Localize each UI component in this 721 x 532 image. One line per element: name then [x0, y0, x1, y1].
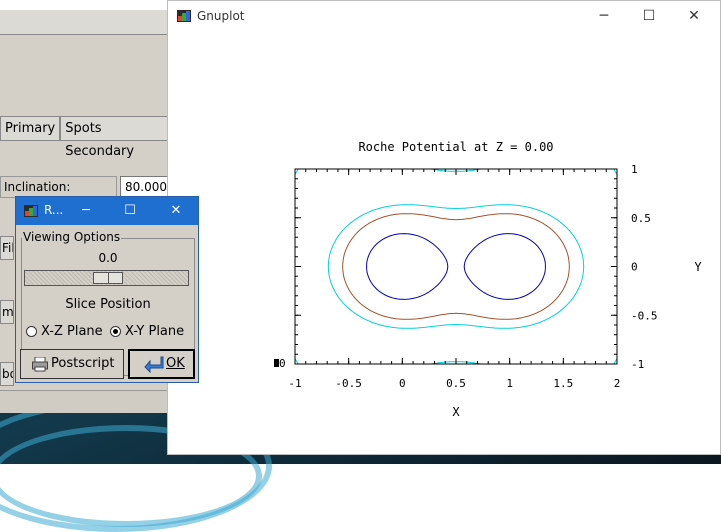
contour-figure-eight: [342, 213, 570, 320]
background-app-band: [0, 10, 168, 35]
dialog-maximize-button[interactable]: ☐: [124, 203, 136, 218]
y-tick-label: 1: [631, 163, 638, 176]
slider-handle[interactable]: [93, 272, 123, 284]
gnuplot-window: Gnuplot ─ ☐ ✕ Roche Potential at Z = 0.0…: [167, 0, 721, 455]
cut-button[interactable]: bo: [0, 362, 14, 386]
tab-spots-secondary[interactable]: Spots Secondary: [60, 116, 168, 159]
background-tabs: Primary Spots Secondary: [0, 116, 168, 159]
viewing-options-label: Viewing Options: [22, 230, 122, 244]
return-arrow-icon: [144, 356, 164, 373]
contour-inner-lobe: [366, 233, 546, 300]
printer-icon: [32, 357, 48, 372]
inclination-label: Inclination:: [4, 180, 71, 194]
gnuplot-title: Gnuplot: [197, 9, 245, 23]
x-tick-label: 1: [506, 377, 513, 390]
dialog-app-icon: [24, 205, 38, 217]
roche-plot: Roche Potential at Z = 0.00 -1 -0.5 0 0.5 1 1…: [274, 140, 702, 419]
zero-label: 0: [279, 357, 286, 370]
x-tick-label: -1: [288, 377, 301, 390]
maximize-button[interactable]: ☐: [642, 8, 656, 24]
radio-xy-circle[interactable]: [110, 326, 121, 337]
cut-button[interactable]: mp: [0, 300, 14, 324]
contour-outermost-cyan: [430, 169, 482, 364]
radio-xz-label: X-Z Plane: [41, 324, 103, 339]
roche-dialog: R... ─ ☐ ✕ Viewing Options 0.0 Slice Pos…: [15, 196, 199, 383]
plot-border: [294, 168, 618, 365]
divider: [0, 140, 168, 141]
fill-button[interactable]: Fill: [0, 236, 14, 260]
close-button[interactable]: ✕: [688, 8, 700, 24]
y-tick-label: 0.5: [631, 212, 651, 225]
x-tick-label: 1.5: [553, 377, 573, 390]
plot-title: Roche Potential at Z = 0.00: [358, 140, 553, 154]
ok-label: OK: [166, 356, 185, 371]
x-tick-labels: -1 -0.5 0 0.5 1 1.5 2: [288, 377, 620, 390]
radio-xy-label: X-Y Plane: [125, 324, 185, 339]
x-tick-label: 0.5: [446, 377, 466, 390]
plot-ticks: [294, 168, 618, 365]
zero-marker: [274, 359, 279, 367]
y-axis-label: Y: [694, 260, 702, 274]
slice-position-label: Slice Position: [65, 297, 151, 312]
gnuplot-app-icon: [177, 10, 191, 22]
radio-xz-circle[interactable]: [26, 326, 37, 337]
y-tick-label: -0.5: [631, 309, 658, 322]
y-tick-labels: 1 0.5 0 -0.5 -1: [631, 163, 658, 371]
contour-outer: [295, 169, 617, 364]
background-app-footer: [0, 390, 168, 413]
plot-curves: [295, 169, 617, 364]
dialog-title: R...: [44, 203, 64, 217]
y-tick-label: -1: [631, 358, 644, 371]
x-tick-label: -0.5: [335, 377, 362, 390]
inclination-input[interactable]: 80.000: [120, 176, 168, 198]
minimize-button[interactable]: ─: [599, 8, 609, 24]
background-app-topbar: [0, 0, 168, 10]
slider-value: 0.0: [98, 251, 118, 265]
ok-button[interactable]: OK: [128, 349, 195, 379]
postscript-label: Postscript: [51, 356, 115, 371]
dialog-minimize-button[interactable]: ─: [82, 203, 90, 218]
x-axis-label: X: [452, 405, 460, 419]
x-tick-label: 0: [399, 377, 406, 390]
radio-xy-plane[interactable]: X-Y Plane: [110, 324, 184, 339]
radio-xz-plane[interactable]: X-Z Plane: [26, 324, 103, 339]
dialog-close-button[interactable]: ✕: [170, 203, 182, 218]
postscript-button[interactable]: Postscript: [20, 349, 124, 379]
y-tick-label: 0: [631, 261, 638, 274]
x-tick-label: 2: [614, 377, 621, 390]
slice-position-slider[interactable]: [24, 270, 189, 286]
gnuplot-titlebar[interactable]: Gnuplot ─ ☐ ✕: [168, 1, 720, 31]
tab-primary[interactable]: Primary: [0, 116, 61, 140]
dialog-titlebar[interactable]: R... ─ ☐ ✕: [16, 197, 198, 225]
